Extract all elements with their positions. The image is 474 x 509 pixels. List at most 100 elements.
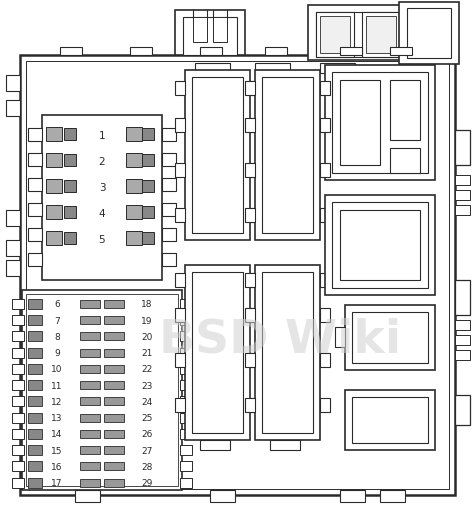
Bar [175, 118, 185, 132]
Bar [175, 353, 185, 367]
Bar [192, 77, 243, 233]
Bar [320, 398, 330, 412]
Bar [104, 300, 124, 308]
Bar [46, 205, 62, 219]
Bar [180, 445, 192, 455]
Bar [12, 315, 24, 325]
Bar [12, 461, 24, 471]
Bar [80, 349, 100, 356]
Text: 27: 27 [141, 446, 153, 456]
Bar [180, 299, 192, 309]
Bar [126, 231, 142, 245]
Bar [180, 331, 192, 341]
Text: BSD Wiki: BSD Wiki [159, 318, 401, 362]
Bar [104, 398, 124, 405]
Bar [28, 128, 42, 141]
Bar [6, 240, 20, 256]
Bar [104, 365, 124, 373]
Bar [12, 413, 24, 422]
Bar [245, 398, 255, 412]
Bar [6, 100, 20, 116]
Text: 17: 17 [51, 479, 63, 488]
Bar [46, 231, 62, 245]
Text: 10: 10 [51, 365, 63, 374]
Bar [362, 12, 400, 57]
Bar [340, 490, 365, 502]
Bar [126, 179, 142, 193]
Text: 11: 11 [51, 382, 63, 390]
Bar [80, 478, 100, 487]
Bar [28, 477, 42, 488]
Bar [320, 208, 330, 222]
Bar [64, 128, 76, 140]
Bar [104, 414, 124, 421]
Bar [64, 180, 76, 192]
Bar [455, 335, 470, 345]
Bar [104, 316, 124, 324]
Bar [64, 232, 76, 244]
Bar [192, 272, 243, 433]
Bar [340, 80, 380, 165]
Bar [104, 349, 124, 356]
Bar [245, 353, 255, 367]
Bar [455, 190, 470, 200]
Text: 15: 15 [51, 446, 63, 456]
Bar [28, 364, 42, 374]
Bar [80, 462, 100, 470]
Bar [245, 273, 255, 287]
Bar [455, 205, 470, 215]
Bar [390, 47, 412, 55]
Bar [6, 210, 20, 226]
Bar [320, 353, 330, 367]
Bar [28, 429, 42, 439]
Bar [162, 178, 176, 191]
Bar [193, 17, 207, 42]
Bar [142, 206, 154, 218]
Bar [175, 308, 185, 322]
Bar [195, 63, 230, 73]
Bar [320, 118, 330, 132]
Text: 2: 2 [99, 157, 105, 167]
Bar [320, 81, 330, 95]
Bar [80, 446, 100, 454]
Bar [185, 265, 250, 440]
Bar [28, 178, 42, 191]
Bar [46, 127, 62, 141]
Bar [335, 327, 345, 347]
Bar [352, 397, 428, 443]
Bar [308, 5, 408, 60]
Bar [12, 348, 24, 357]
Bar [332, 202, 428, 288]
Bar [270, 440, 300, 450]
Bar [210, 490, 235, 502]
Bar [104, 446, 124, 454]
Bar [320, 163, 330, 177]
Text: 29: 29 [141, 479, 153, 488]
Bar [28, 203, 42, 216]
Bar [28, 299, 42, 309]
Bar [345, 305, 435, 370]
Bar [64, 206, 76, 218]
Bar [12, 364, 24, 374]
Bar [366, 16, 396, 53]
Bar [250, 163, 260, 177]
Bar [12, 445, 24, 455]
Bar [142, 232, 154, 244]
Text: 22: 22 [141, 365, 153, 374]
Bar [26, 294, 178, 486]
Bar [162, 128, 176, 141]
Bar [42, 115, 162, 280]
Text: 24: 24 [141, 398, 153, 407]
Bar [26, 61, 449, 489]
Bar [28, 331, 42, 341]
Bar [180, 364, 192, 374]
Bar [185, 70, 250, 240]
Bar [104, 430, 124, 438]
Bar [316, 12, 400, 57]
Bar [180, 477, 192, 488]
Text: 5: 5 [99, 235, 105, 245]
Bar [407, 8, 451, 58]
Bar [6, 260, 20, 276]
Bar [180, 429, 192, 439]
Bar [180, 413, 192, 422]
